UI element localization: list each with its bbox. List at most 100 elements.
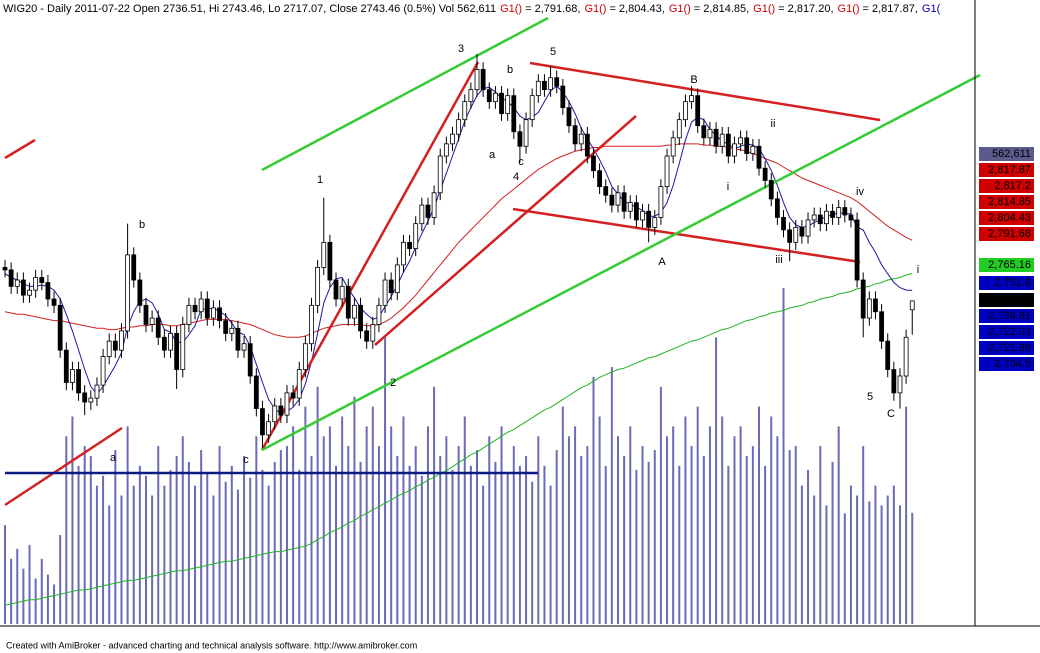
volume-bar [261,469,264,624]
candle-body [450,133,455,145]
volume-bar [684,416,687,624]
candle-body [211,307,216,319]
candle-body [725,133,731,157]
volume-bar [218,446,221,624]
candle-body [542,80,547,91]
volume-bar [53,584,56,624]
candle-body [112,340,118,351]
candle-body [413,223,419,250]
candle-body [309,304,314,345]
candle-body [640,210,645,221]
volume-bar [212,495,215,624]
volume-bar [126,426,129,624]
candle-body [707,128,713,139]
volume-bar [426,426,429,624]
volume-bar [22,568,25,624]
candle-body [517,131,523,147]
value-box [979,163,1034,177]
indicator-value: = 2,804.43, [609,3,664,15]
candle-body [382,279,388,306]
value-box-label: 2,814.85 [988,196,1031,208]
volume-bar [347,446,350,624]
candle-body [45,282,51,300]
candle-body [235,327,241,351]
candle-body [401,241,406,266]
candle-body [155,317,161,338]
volume-bar [708,426,711,624]
volume-bar [813,495,816,624]
volume-bar [856,495,859,624]
volume-bar [439,456,442,624]
candle-body [125,254,130,332]
candle-body [811,214,817,221]
candle-body [272,405,278,423]
volume-bar [905,406,908,624]
candle-body [204,298,210,319]
candle-body [443,143,449,157]
value-box-label: 2,704.5 [994,358,1031,370]
value-box-label: 562,611 [992,148,1031,160]
indicator-label: G1() [838,3,860,15]
volume-bar [365,426,368,624]
volume-bar [678,465,681,624]
volume-bar [653,450,656,624]
candle-body [523,119,529,147]
candle-body [456,119,462,135]
candle-body [891,369,897,394]
volume-bar [328,426,331,624]
trend-line [261,73,981,452]
volume-bar [721,416,724,624]
volume-bar [4,525,6,624]
candle-body [658,186,664,218]
candle-body [535,80,541,97]
wave-label: 1 [317,174,323,186]
volume-bar [476,450,479,624]
volume-bar [702,456,705,624]
ma-line [4,273,913,606]
volume-bar [40,558,43,624]
volume-bar [770,416,773,624]
volume-bar [89,456,92,624]
volume-bar [310,456,313,624]
candle-body [284,392,290,416]
candle-body [14,279,20,287]
volume-bar [359,461,362,624]
volume-bar [525,456,528,624]
volume-bar [586,446,589,624]
candle-body [683,101,688,121]
wave-label: a [110,452,117,464]
volume-bar [175,456,178,624]
volume-bar [911,512,914,624]
volume-bar [10,558,13,624]
volume-bar [335,465,338,624]
candle-body [39,277,45,283]
volume-bar [531,481,534,624]
candle-body [315,267,321,306]
candle-body [572,125,578,145]
candle-body [499,92,504,115]
candle-body [51,298,57,306]
candle-body [897,375,903,394]
candle-body [824,210,829,225]
volume-bar [482,485,485,624]
volume-bar [451,469,454,624]
candle-body [805,219,811,237]
candle-body [873,298,878,313]
candle-body [198,298,204,313]
candle-body [529,95,535,121]
indicator-label: G1() [584,3,606,15]
candle-body [192,304,198,313]
candle-body [437,155,443,194]
wave-label: 2 [390,377,396,389]
candle-body [603,186,609,196]
volume-bar [592,376,595,624]
value-box-label: 2,817.87 [988,164,1031,176]
candle-body [168,333,173,351]
volume-bar [316,386,319,624]
candle-body [627,202,633,212]
candle-body [247,343,253,377]
candle-body [131,254,137,281]
candle-body [866,298,872,319]
candle-body [321,241,327,268]
candle-body [88,397,94,403]
